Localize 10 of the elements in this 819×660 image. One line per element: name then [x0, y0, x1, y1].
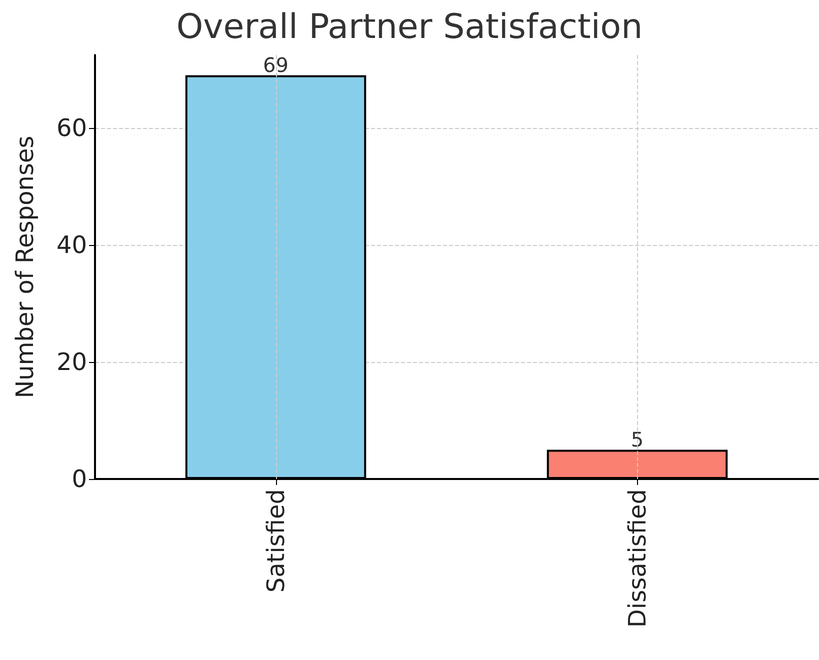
- y-tick-label: 20: [56, 348, 87, 376]
- data-label: 69: [263, 53, 288, 78]
- y-tick-label: 0: [72, 465, 87, 493]
- x-tick-label: Satisfied: [262, 489, 290, 593]
- y-tick-label: 60: [56, 114, 87, 142]
- chart-title: Overall Partner Satisfaction: [176, 7, 643, 47]
- x-tick-label: Dissatisfied: [623, 489, 652, 628]
- data-label: 5: [630, 428, 644, 452]
- y-tick-label: 40: [56, 230, 87, 259]
- y-axis-title: Number of Responses: [11, 136, 39, 398]
